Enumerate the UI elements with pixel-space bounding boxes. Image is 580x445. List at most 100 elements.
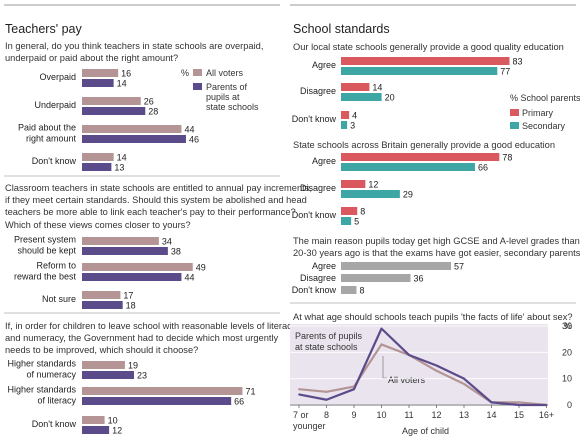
- q4-category-label: Disagree: [300, 86, 336, 96]
- q2-value-parents: 18: [126, 301, 136, 311]
- line-series-parents-point: [353, 388, 355, 391]
- left-title: Teachers' pay: [5, 22, 82, 36]
- q3-category-label-line: of numeracy: [26, 370, 76, 380]
- q3-question: If, in order for children to leave schoo…: [5, 321, 299, 355]
- q5-value-secondary: 5: [354, 217, 359, 227]
- q2-question-line: Which of these views comes closer to you…: [5, 220, 191, 230]
- q1-value-parents: 14: [117, 79, 127, 89]
- q6-question-line: The main reason pupils today get high GC…: [293, 236, 580, 246]
- line-chart-x-tick: 9: [351, 410, 356, 420]
- legend-swatch-primary: [510, 109, 519, 116]
- q1-value-all-voters: 26: [144, 97, 154, 107]
- line-series-all-voters-point: [298, 388, 300, 391]
- q1-value-parents: 46: [189, 135, 199, 145]
- q2-value-all-voters: 49: [196, 263, 206, 273]
- q1-question-line: In general, do you think teachers in sta…: [5, 41, 263, 51]
- q2-value-parents: 44: [184, 273, 194, 283]
- line-chart-x-tick: 10: [376, 410, 386, 420]
- q3-value-all-voters: 19: [128, 361, 138, 371]
- q1-value-all-voters: 44: [184, 125, 194, 135]
- q6-value: 36: [413, 274, 423, 284]
- q5-category-label: Disagree: [300, 183, 336, 193]
- line-series-parents-point: [518, 404, 520, 406]
- line-label-parents: Parents of pupils at state schools: [295, 331, 365, 352]
- q5-category-label: Agree: [312, 156, 336, 166]
- q3-category-label: Higher standards of numeracy: [7, 359, 76, 380]
- right-title: School standards: [293, 22, 390, 36]
- q5-category-label: Don't know: [292, 210, 337, 220]
- q3-category-label-line: of literacy: [37, 396, 76, 406]
- line-label-parents-line: at state schools: [295, 342, 358, 352]
- q1-bar-all-voters: [82, 153, 114, 161]
- q4-question: Our local state schools generally provid…: [293, 42, 564, 52]
- q1-bar-parents: [82, 107, 146, 115]
- line-label-parents-line: Parents of pupils: [295, 331, 363, 341]
- line-chart-x-tick: 7 or younger: [293, 410, 326, 431]
- q2-category-label: Present system should be kept: [14, 235, 77, 256]
- q3-bar-parents: [82, 426, 110, 434]
- q2-question-line: teachers be more able to link each teach…: [5, 207, 296, 217]
- line-chart-y-tick: 0: [567, 400, 572, 410]
- q2-bar-parents: [82, 247, 168, 255]
- line-series-parents-point: [325, 398, 328, 401]
- q6-question-line: 20-30 years ago is that the exams have g…: [293, 248, 580, 258]
- q5-bar-secondary: [341, 163, 475, 171]
- q1-bar-all-voters: [82, 69, 119, 77]
- q6-value: 8: [359, 286, 364, 296]
- q1-category-label-line: Underpaid: [34, 100, 76, 110]
- line-chart-x-tick: 14: [486, 410, 496, 420]
- q2-question-line: if they meet certain standards. Should t…: [5, 195, 307, 205]
- q6-bar: [341, 274, 411, 282]
- legend-label-secondary: Secondary: [522, 121, 566, 131]
- q5-bar-primary: [341, 180, 366, 188]
- line-series-parents-point: [463, 377, 465, 380]
- q3-category-label: Don't know: [32, 419, 77, 429]
- legend-swatch-parents: [193, 83, 202, 90]
- line-chart-y-tick: 30: [562, 321, 572, 331]
- q5-bar-primary: [341, 207, 358, 215]
- q4-bar-secondary: [341, 67, 498, 75]
- q4-value-primary: 4: [352, 111, 357, 121]
- line-series-all-voters: [298, 343, 547, 407]
- q2-category-label-line: Reform to: [36, 261, 76, 271]
- q5-value-secondary: 29: [403, 190, 413, 200]
- line-chart-x-tick: 13: [459, 410, 469, 420]
- q6-question: The main reason pupils today get high GC…: [293, 236, 580, 258]
- q6-bar: [341, 262, 452, 270]
- line-chart-background: [290, 324, 548, 406]
- q5-value-primary: 78: [502, 153, 512, 163]
- q1-bar-parents: [82, 163, 112, 171]
- q1-category-label: Overpaid: [39, 72, 76, 82]
- q5-value-secondary: 66: [478, 163, 488, 173]
- q2-category-label-line: reward the best: [14, 272, 77, 282]
- q1-category-label-line: Don't know: [32, 156, 77, 166]
- q3-value-all-voters: 71: [245, 387, 255, 397]
- line-series-all-voters-point: [380, 343, 383, 346]
- q4-value-secondary: 3: [350, 121, 355, 131]
- q2-bar-parents: [82, 301, 123, 309]
- q1-question-line: underpaid or paid about the right amount…: [5, 53, 178, 63]
- q1-question: In general, do you think teachers in sta…: [5, 41, 266, 63]
- line-chart-y-tick: 10: [562, 374, 572, 384]
- q3-value-all-voters: 10: [108, 416, 118, 426]
- q1-bar-all-voters: [82, 97, 141, 105]
- q3-bar-all-voters: [82, 361, 125, 369]
- q4-bar-primary: [341, 57, 510, 65]
- q2-bar-parents: [82, 273, 182, 281]
- line-series-parents-point: [380, 327, 383, 330]
- line-chart-y-tick: 20: [562, 347, 572, 357]
- q2-question-line: Classroom teachers in state schools are …: [5, 183, 312, 193]
- line-label-pointer: [382, 356, 387, 379]
- line-chart-x-tick: 16+: [539, 410, 554, 420]
- line-series-parents: [298, 327, 547, 407]
- line-chart-x-tick-line: 7 or: [293, 410, 309, 420]
- line-chart-x-tick: 15: [514, 410, 524, 420]
- q5-bar-primary: [341, 153, 500, 161]
- q6-category-label: Don't know: [292, 285, 337, 295]
- q1-value-all-voters: 16: [121, 69, 131, 79]
- legend-label-parents: Parents of pupils at state schools: [206, 82, 259, 112]
- q4-bar-secondary: [341, 93, 382, 101]
- q1-bar-parents: [82, 79, 114, 87]
